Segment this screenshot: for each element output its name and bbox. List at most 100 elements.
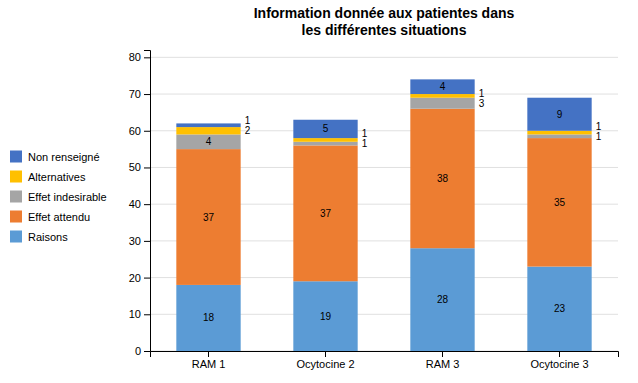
data-label: 5 xyxy=(323,123,329,134)
bars xyxy=(176,79,591,351)
x-tick-mark xyxy=(442,351,443,357)
bar xyxy=(527,138,591,266)
y-tick: 50 xyxy=(129,161,150,173)
legend-swatch xyxy=(10,231,22,243)
y-tick-label: 70 xyxy=(129,88,141,100)
y-tick: 70 xyxy=(129,88,150,100)
data-label: 9 xyxy=(557,109,563,120)
grid-line xyxy=(150,57,618,58)
x-tick: RAM 3 xyxy=(426,351,460,370)
data-label: 1 xyxy=(245,115,251,126)
bar xyxy=(527,267,591,351)
y-tick-label: 10 xyxy=(129,308,141,320)
x-tick-mark xyxy=(559,351,560,357)
bar xyxy=(410,248,474,351)
y-tick: 10 xyxy=(129,308,150,320)
data-label: 37 xyxy=(320,208,332,219)
legend-item: Effet attendu xyxy=(10,211,90,223)
data-label: 18 xyxy=(203,312,215,323)
y-tick-label: 50 xyxy=(129,161,141,173)
bar xyxy=(176,149,240,285)
x-tick-label: Ocytocine 2 xyxy=(296,358,354,370)
legend: Non renseigné Alternatives Effet indesirab… xyxy=(10,151,107,243)
bar xyxy=(527,131,591,135)
legend-label: Non renseigné xyxy=(28,151,100,163)
data-label: 38 xyxy=(437,173,449,184)
y-axis: 0 10 20 30 40 50 60 70 80 xyxy=(129,51,151,358)
data-label: 23 xyxy=(554,303,566,314)
data-label: 4 xyxy=(440,81,446,92)
bar-series xyxy=(176,98,591,149)
bar xyxy=(293,145,357,281)
y-tick: 80 xyxy=(129,51,150,63)
y-tick: 0 xyxy=(135,345,150,357)
y-tick-label: 20 xyxy=(129,272,141,284)
bar xyxy=(293,138,357,142)
y-tick-mark xyxy=(144,167,150,168)
y-tick: 30 xyxy=(129,235,150,247)
data-label: 1 xyxy=(362,128,368,139)
data-label: 1 xyxy=(362,138,368,149)
y-tick: 60 xyxy=(129,125,150,137)
data-label: 4 xyxy=(206,136,212,147)
y-tick-mark xyxy=(144,57,150,58)
y-tick-mark xyxy=(144,204,150,205)
y-tick: 40 xyxy=(129,198,150,210)
legend-label: Raisons xyxy=(28,231,68,243)
data-label: 1 xyxy=(479,88,485,99)
bar xyxy=(293,142,357,146)
data-label: 3 xyxy=(479,98,485,109)
x-tick: RAM 1 xyxy=(192,351,226,370)
legend-label: Alternatives xyxy=(28,171,86,183)
data-label: 2 xyxy=(245,125,251,136)
legend-item: Effet indesirable xyxy=(10,191,107,203)
x-tick-label: RAM 3 xyxy=(426,358,460,370)
data-label: 35 xyxy=(554,197,566,208)
x-tick-mark xyxy=(208,351,209,357)
y-tick-mark xyxy=(144,131,150,132)
bar xyxy=(410,98,474,109)
legend-item: Non renseigné xyxy=(10,151,100,163)
legend-label: Effet attendu xyxy=(28,211,90,223)
y-tick-label: 0 xyxy=(135,345,141,357)
bar xyxy=(410,79,474,94)
bar-series xyxy=(176,94,591,142)
bar xyxy=(293,120,357,138)
grid xyxy=(150,57,618,351)
y-tick-mark xyxy=(144,241,150,242)
y-tick-label: 30 xyxy=(129,235,141,247)
bar xyxy=(410,94,474,98)
x-axis: RAM 1 Ocytocine 2 RAM 3 Ocytocine 3 xyxy=(151,351,619,370)
legend-label: Effet indesirable xyxy=(28,191,107,203)
chart: 0 10 20 30 40 50 60 70 80 RAM 1 Ocytocine 2 RAM 3 Oc… xyxy=(0,0,638,383)
x-tick: Ocytocine 2 xyxy=(296,351,354,370)
x-tick-mark xyxy=(325,351,326,357)
data-labels: 1837421193711528383142335119 xyxy=(203,81,602,323)
y-axis-line xyxy=(144,51,151,352)
data-label: 1 xyxy=(596,121,602,132)
bar-series xyxy=(176,79,591,138)
bar xyxy=(176,285,240,351)
y-tick-label: 40 xyxy=(129,198,141,210)
data-label: 37 xyxy=(203,212,215,223)
bar-series xyxy=(176,109,591,285)
y-tick-label: 80 xyxy=(129,51,141,63)
bar xyxy=(176,123,240,127)
legend-swatch xyxy=(10,151,22,163)
data-label: 1 xyxy=(596,131,602,142)
title-line: les différentes situations xyxy=(302,22,467,38)
legend-item: Raisons xyxy=(10,231,68,243)
legend-item: Alternatives xyxy=(10,171,86,183)
bar xyxy=(527,134,591,138)
title-line: Information donnée aux patientes dans xyxy=(254,5,515,21)
bar xyxy=(527,98,591,131)
x-tick: Ocytocine 3 xyxy=(530,351,588,370)
x-axis-line xyxy=(151,352,619,358)
data-label: 19 xyxy=(320,311,332,322)
bar xyxy=(293,281,357,351)
legend-swatch xyxy=(10,191,22,203)
y-tick-mark xyxy=(144,278,150,279)
y-tick-mark xyxy=(144,94,150,95)
bar xyxy=(176,127,240,134)
x-tick-label: Ocytocine 3 xyxy=(530,358,588,370)
